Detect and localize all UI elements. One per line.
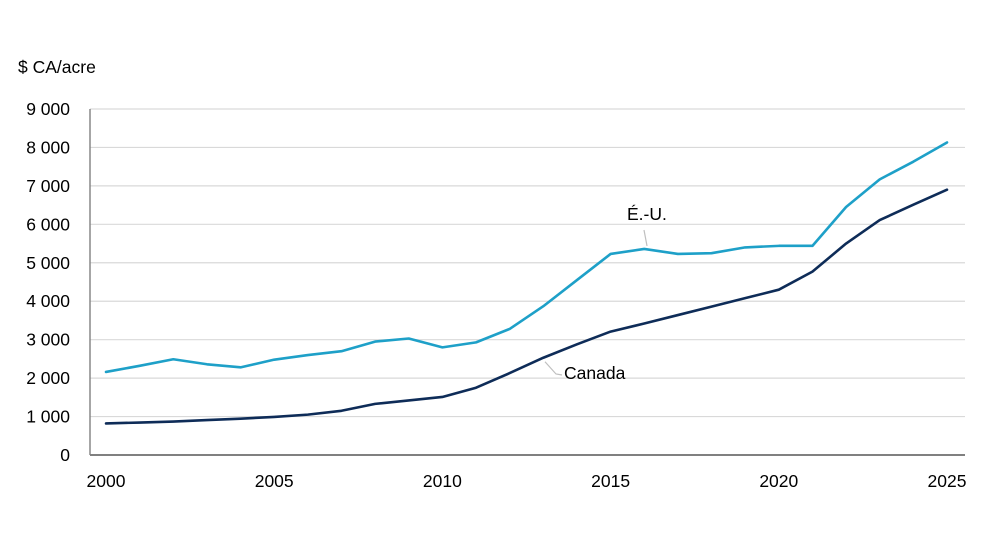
us-series-label: É.-U. bbox=[627, 204, 667, 224]
y-tick-label: 5 000 bbox=[26, 253, 70, 273]
y-tick-label: 0 bbox=[60, 445, 70, 465]
y-tick-label: 8 000 bbox=[26, 137, 70, 157]
y-tick-label: 7 000 bbox=[26, 176, 70, 196]
y-axis-unit-label: $ CA/acre bbox=[18, 57, 96, 77]
x-tick-label: 2020 bbox=[759, 471, 798, 491]
x-tick-label: 2010 bbox=[423, 471, 462, 491]
y-tick-label: 3 000 bbox=[26, 330, 70, 350]
y-tick-label: 6 000 bbox=[26, 214, 70, 234]
x-tick-label: 2000 bbox=[87, 471, 126, 491]
canada-series-line bbox=[104, 188, 949, 425]
x-tick-label: 2025 bbox=[928, 471, 967, 491]
y-tick-label: 1 000 bbox=[26, 407, 70, 427]
y-tick-label: 2 000 bbox=[26, 368, 70, 388]
us-series-line bbox=[104, 141, 949, 374]
x-tick-label: 2005 bbox=[255, 471, 294, 491]
y-tick-label: 4 000 bbox=[26, 291, 70, 311]
canada-series-label: Canada bbox=[564, 363, 626, 383]
us-label-leader-line bbox=[643, 229, 648, 247]
canada-label-leader-line bbox=[544, 361, 563, 376]
x-tick-label: 2015 bbox=[591, 471, 630, 491]
y-tick-label: 9 000 bbox=[26, 99, 70, 119]
